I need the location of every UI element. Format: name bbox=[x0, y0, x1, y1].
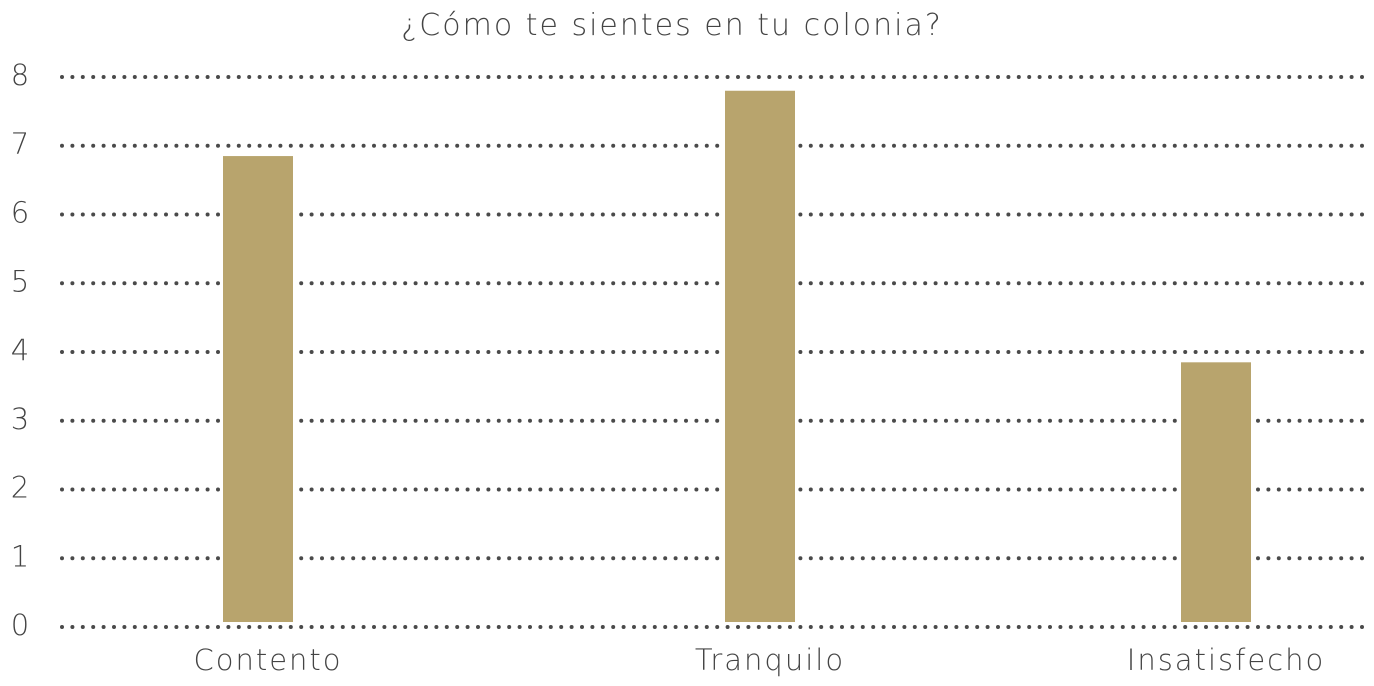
x-axis-category-labels: Contento Tranquilo Insatisfecho bbox=[193, 643, 1325, 677]
y-axis-tick-labels: 0 1 2 3 4 5 6 7 8 bbox=[11, 58, 29, 642]
bar-contento bbox=[223, 156, 293, 622]
y-tick-label-4: 4 bbox=[11, 333, 29, 367]
chart-title: ¿Cómo te sientes en tu colonia? bbox=[401, 8, 943, 43]
x-category-label-insatisfecho: Insatisfecho bbox=[1127, 643, 1325, 677]
y-tick-label-1: 1 bbox=[11, 539, 29, 573]
y-tick-label-7: 7 bbox=[11, 127, 29, 161]
y-tick-label-5: 5 bbox=[11, 264, 29, 298]
x-category-label-tranquilo: Tranquilo bbox=[695, 643, 845, 677]
y-tick-label-6: 6 bbox=[11, 196, 29, 230]
bar-tranquilo bbox=[725, 90, 795, 622]
bars bbox=[223, 90, 1251, 622]
bar-insatisfecho bbox=[1181, 362, 1251, 622]
y-tick-label-2: 2 bbox=[11, 471, 29, 505]
x-category-label-contento: Contento bbox=[193, 643, 342, 677]
y-tick-label-0: 0 bbox=[11, 608, 29, 642]
y-tick-label-8: 8 bbox=[11, 58, 29, 92]
y-tick-label-3: 3 bbox=[11, 402, 29, 436]
